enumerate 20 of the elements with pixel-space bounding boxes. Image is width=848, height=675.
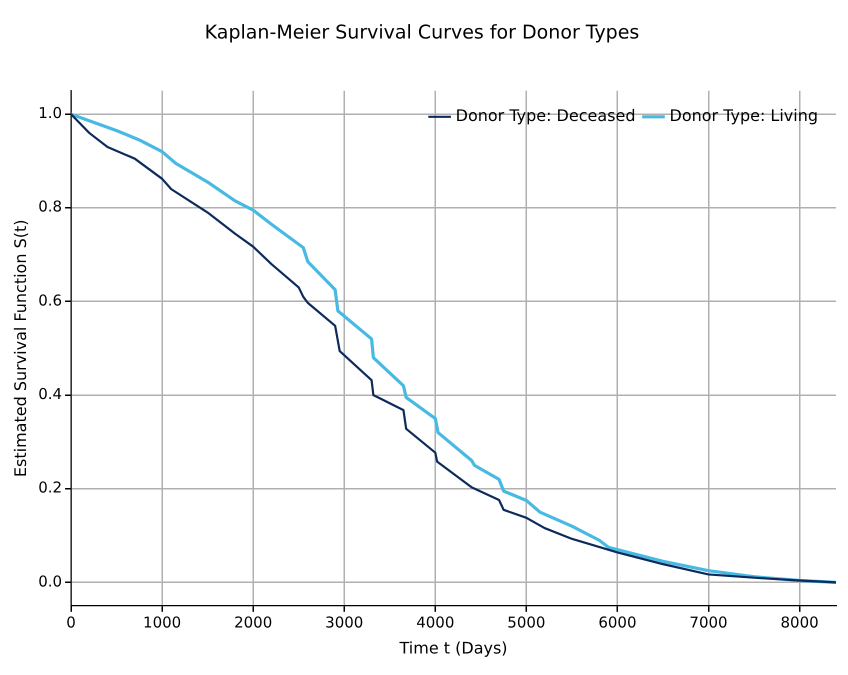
- y-tick-label: 0.0: [38, 572, 62, 590]
- legend-label: Donor Type: Deceased: [456, 106, 636, 125]
- y-tick-label: 1.0: [38, 104, 62, 122]
- y-axis-title: Estimated Survival Function S(t): [10, 220, 30, 478]
- x-tick-label: 4000: [416, 614, 454, 632]
- y-tick-label: 0.8: [38, 198, 62, 216]
- x-axis-title: Time t (Days): [398, 638, 508, 658]
- x-tick-label: 5000: [507, 614, 546, 632]
- x-tick-label: 7000: [689, 614, 728, 632]
- x-tick-label: 3000: [325, 614, 364, 632]
- legend-label: Donor Type: Living: [670, 106, 818, 125]
- x-tick-label: 6000: [598, 614, 637, 632]
- x-tick-label: 8000: [780, 614, 819, 632]
- x-tick-label: 1000: [143, 614, 182, 632]
- y-tick-label: 0.2: [38, 478, 62, 497]
- chart-title: Kaplan-Meier Survival Curves for Donor Types: [204, 21, 640, 44]
- x-tick-label: 0: [66, 614, 76, 632]
- y-tick-label: 0.4: [38, 385, 62, 404]
- y-tick-label: 0.6: [38, 291, 62, 310]
- x-tick-label: 2000: [234, 614, 272, 632]
